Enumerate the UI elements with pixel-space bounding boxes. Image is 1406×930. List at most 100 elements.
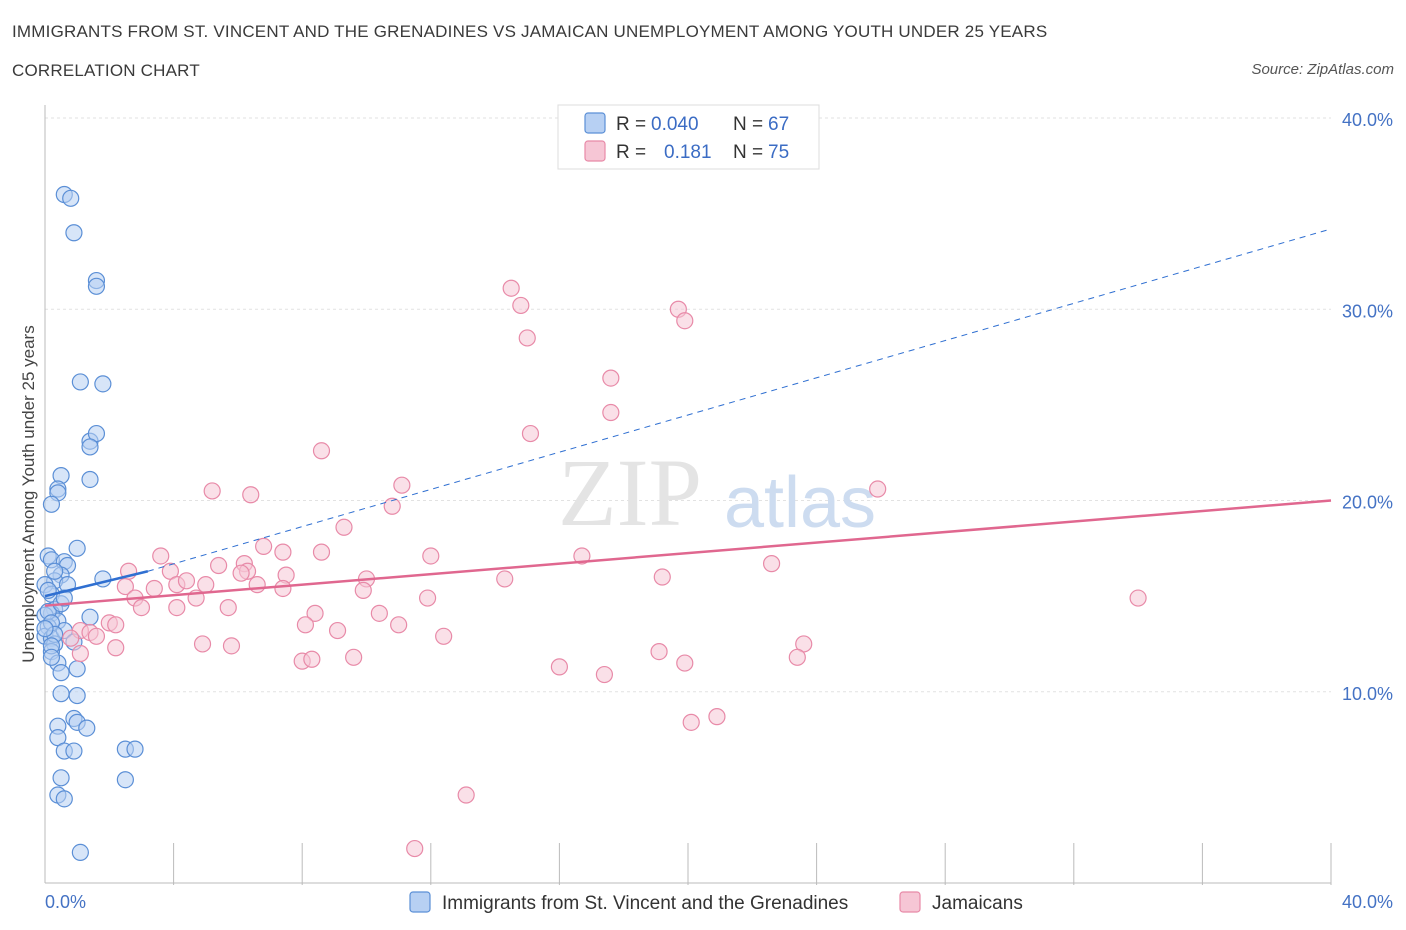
point-jamaicans — [152, 547, 170, 565]
series-legend: Immigrants from St. Vincent and the Gren… — [409, 891, 1023, 914]
point-jamaicans — [406, 839, 424, 858]
point-jamaicans — [393, 476, 411, 494]
point-immigrants — [55, 790, 73, 808]
point-jamaicans — [1129, 589, 1147, 607]
bottom-legend-label-pink: Jamaicans — [932, 893, 1023, 914]
point-jamaicans — [248, 576, 266, 594]
point-immigrants — [94, 375, 112, 393]
point-immigrants — [81, 438, 99, 456]
y-tick-label: 20.0% — [1342, 493, 1393, 513]
point-jamaicans — [502, 279, 520, 297]
source-credit: Source: ZipAtlas.com — [1251, 61, 1394, 78]
x-tick-label-max: 40.0% — [1342, 892, 1393, 912]
trend-lines — [44, 228, 1332, 607]
point-immigrants — [68, 686, 86, 705]
point-jamaicans — [518, 329, 536, 347]
bottom-legend-swatch-blue — [409, 891, 431, 913]
legend-n-label-pink: N = — [733, 142, 763, 163]
point-jamaicans — [788, 648, 806, 666]
point-jamaicans — [132, 598, 151, 617]
point-immigrants — [55, 589, 73, 607]
point-jamaicans — [62, 629, 80, 647]
point-jamaicans — [602, 369, 620, 387]
point-jamaicans — [354, 581, 372, 599]
bottom-legend-swatch-pink — [899, 891, 921, 913]
point-jamaicans — [87, 627, 106, 645]
trend-line-immigrants-extension — [147, 228, 1332, 572]
legend-r-value-blue: 0.040 — [651, 114, 699, 135]
point-immigrants — [65, 224, 83, 242]
point-jamaicans — [71, 644, 89, 663]
point-jamaicans — [762, 555, 781, 573]
point-jamaicans — [383, 497, 401, 515]
point-jamaicans — [306, 604, 324, 622]
legend-r-label-pink: R = — [616, 142, 646, 163]
point-jamaicans — [595, 665, 614, 684]
point-jamaicans — [345, 648, 363, 666]
point-jamaicans — [869, 480, 887, 498]
point-jamaicans — [193, 635, 212, 653]
point-jamaicans — [210, 556, 228, 575]
watermark: ZIP atlas — [558, 439, 876, 546]
point-immigrants — [71, 843, 89, 862]
legend-n-label-blue: N = — [733, 114, 763, 135]
point-jamaicans — [296, 616, 315, 634]
point-jamaicans — [422, 547, 440, 565]
point-jamaicans — [312, 442, 331, 460]
point-jamaicans — [107, 639, 125, 657]
point-jamaicans — [222, 637, 241, 655]
point-immigrants — [78, 719, 96, 737]
point-jamaicans — [496, 570, 514, 588]
point-immigrants — [42, 495, 61, 513]
point-jamaicans — [676, 654, 694, 672]
point-immigrants — [68, 660, 86, 678]
point-jamaicans — [116, 577, 134, 596]
point-jamaicans — [274, 579, 292, 598]
point-jamaicans — [303, 650, 321, 668]
point-jamaicans — [232, 564, 250, 582]
bottom-legend-label-blue: Immigrants from St. Vincent and the Gren… — [442, 893, 848, 914]
point-jamaicans — [242, 486, 260, 504]
point-immigrants — [68, 539, 86, 557]
series-immigrants-points — [36, 185, 144, 862]
x-axis-ticks — [173, 843, 1332, 885]
chart-subtitle: CORRELATION CHART — [12, 61, 200, 80]
y-tick-label: 40.0% — [1342, 110, 1393, 130]
chart-title: IMMIGRANTS FROM ST. VINCENT AND THE GREN… — [12, 22, 1048, 41]
point-jamaicans — [203, 482, 221, 500]
point-immigrants — [81, 470, 99, 489]
point-immigrants — [65, 742, 83, 760]
legend-r-value-pink: 0.181 — [664, 142, 712, 163]
point-immigrants — [52, 685, 70, 703]
point-immigrants — [52, 664, 70, 682]
legend-swatch-pink — [584, 140, 606, 162]
watermark-zip: ZIP — [558, 439, 702, 546]
point-jamaicans — [676, 312, 694, 330]
point-jamaicans — [435, 627, 453, 645]
point-jamaicans — [197, 576, 215, 594]
point-jamaicans — [653, 568, 671, 586]
point-immigrants — [116, 771, 134, 789]
point-jamaicans — [255, 537, 273, 556]
legend-n-value-blue: 67 — [768, 114, 789, 135]
point-immigrants — [46, 562, 64, 580]
trend-line-jamaicans — [44, 499, 1332, 607]
point-jamaicans — [335, 518, 353, 536]
point-jamaicans — [328, 621, 347, 640]
point-jamaicans — [682, 713, 700, 731]
point-immigrants — [81, 608, 99, 626]
y-axis-label: Unemployment Among Youth under 25 years — [19, 325, 38, 662]
legend-swatch-blue — [584, 112, 606, 134]
point-jamaicans — [708, 708, 726, 726]
watermark-atlas: atlas — [724, 463, 876, 543]
point-jamaicans — [312, 543, 331, 561]
point-jamaicans — [573, 547, 591, 565]
point-jamaicans — [521, 424, 540, 443]
y-axis-tick-labels: 10.0% 20.0% 30.0% 40.0% — [1342, 110, 1393, 704]
series-jamaicans-points — [62, 279, 1147, 858]
point-immigrants — [126, 740, 144, 758]
point-jamaicans — [418, 589, 437, 607]
point-jamaicans — [168, 598, 186, 617]
point-jamaicans — [457, 786, 475, 804]
